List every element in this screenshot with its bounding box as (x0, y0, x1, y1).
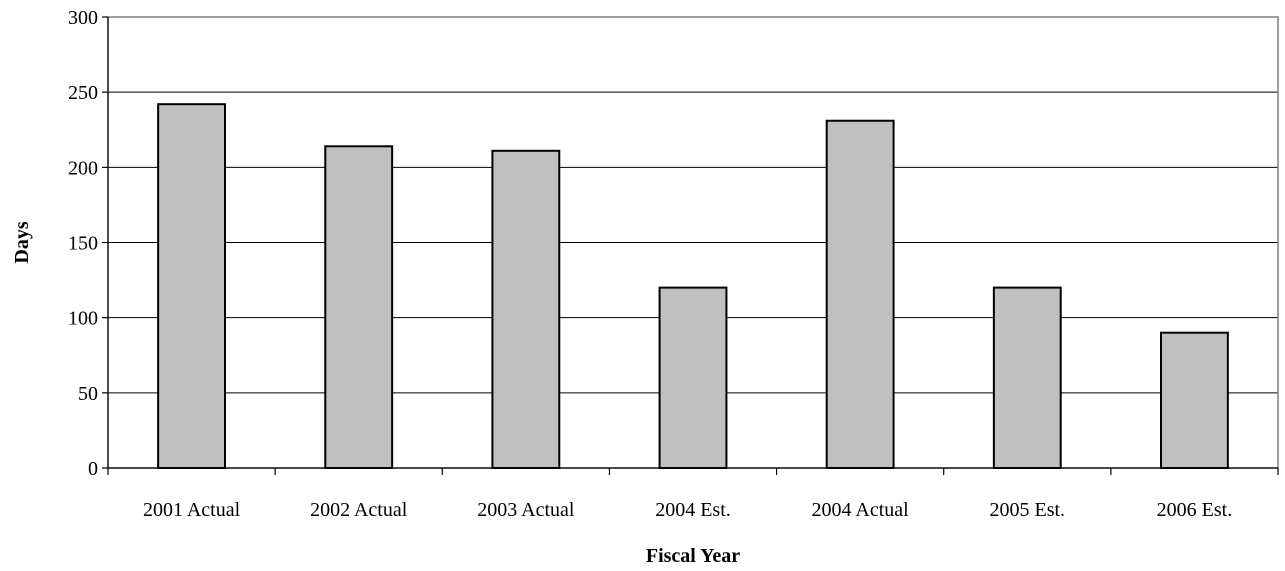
x-axis-title: Fiscal Year (646, 545, 740, 567)
bar (825, 119, 895, 469)
bar (491, 149, 561, 469)
bar (1160, 331, 1229, 470)
axes (102, 16, 1279, 475)
bars (157, 103, 1229, 470)
x-tick-label: 2005 Est. (990, 499, 1066, 521)
x-tick-label: 2002 Actual (310, 499, 408, 521)
y-tick-label: 50 (78, 383, 98, 405)
y-tick-label: 300 (68, 7, 98, 29)
bar (157, 103, 226, 470)
gridlines (108, 91, 1278, 394)
bar (324, 145, 394, 470)
x-tick-label: 2006 Est. (1157, 499, 1233, 521)
y-tick-labels: 0 50 100 150 200 250 300 (68, 7, 98, 480)
x-tick-label: 2001 Actual (143, 499, 241, 521)
y-axis-title: Days (11, 221, 33, 263)
y-tick-label: 150 (68, 233, 98, 255)
x-tick-label: 2004 Est. (655, 499, 731, 521)
y-tick-label: 200 (68, 157, 98, 179)
x-tick-label: 2003 Actual (477, 499, 575, 521)
x-tick-labels: 2001 Actual 2002 Actual 2003 Actual 2004 Es… (143, 499, 1232, 521)
y-tick-label: 100 (68, 308, 98, 330)
y-tick-label: 0 (88, 458, 98, 480)
bar (658, 286, 728, 469)
y-tick-label: 250 (68, 82, 98, 104)
bar (992, 286, 1062, 469)
x-tick-label: 2004 Actual (812, 499, 910, 521)
